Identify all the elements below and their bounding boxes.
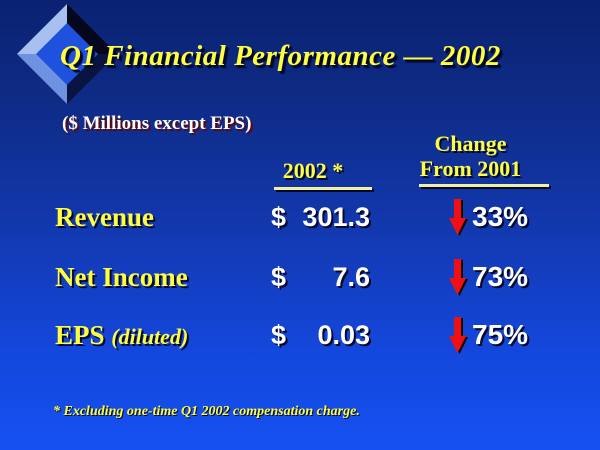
row-label-text: Net Income: [55, 262, 188, 292]
row-label: Revenue: [55, 201, 154, 235]
down-arrow-icon: [448, 317, 468, 355]
diamond-logo-icon: [16, 3, 118, 105]
change-percent: 73%: [472, 261, 529, 292]
down-arrow-icon: [448, 199, 468, 237]
value-number: 0.03: [317, 320, 370, 350]
value-number: 7.6: [332, 262, 370, 292]
footnote: * Excluding one-time Q1 2002 compensatio…: [53, 404, 360, 419]
column-header-2002: 2002 *: [282, 158, 344, 183]
table-row: Revenue $301.3 33%: [0, 199, 600, 243]
column-header-change-line2: From 2001: [419, 156, 522, 181]
row-label-suffix: (diluted): [111, 324, 189, 349]
row-label-text: Revenue: [55, 202, 154, 232]
row-label: Net Income: [55, 261, 188, 295]
currency-symbol: $: [271, 320, 287, 350]
row-label-text: EPS: [55, 320, 105, 350]
table-row: Net Income $7.6 73%: [0, 259, 600, 303]
header-underline-2002: [274, 187, 372, 190]
change-percent: 75%: [472, 319, 529, 350]
currency-symbol: $: [271, 202, 287, 232]
table-row: EPS (diluted) $0.03 75%: [0, 317, 600, 361]
column-header-change-line1: Change: [434, 131, 507, 156]
column-header-change: Change From 2001: [408, 131, 533, 181]
slide-title: Q1 Financial Performance — 2002: [60, 40, 501, 72]
row-value: $7.6: [271, 262, 370, 292]
currency-symbol: $: [271, 262, 287, 292]
change-percent: 33%: [472, 201, 529, 232]
value-number: 301.3: [302, 202, 370, 232]
down-arrow-icon: [448, 259, 468, 297]
header-underline-change: [419, 184, 549, 187]
row-value: $0.03: [271, 320, 370, 350]
row-value: $301.3: [271, 202, 370, 232]
row-label: EPS (diluted): [55, 319, 188, 353]
units-note: ($ Millions except EPS): [62, 113, 252, 134]
